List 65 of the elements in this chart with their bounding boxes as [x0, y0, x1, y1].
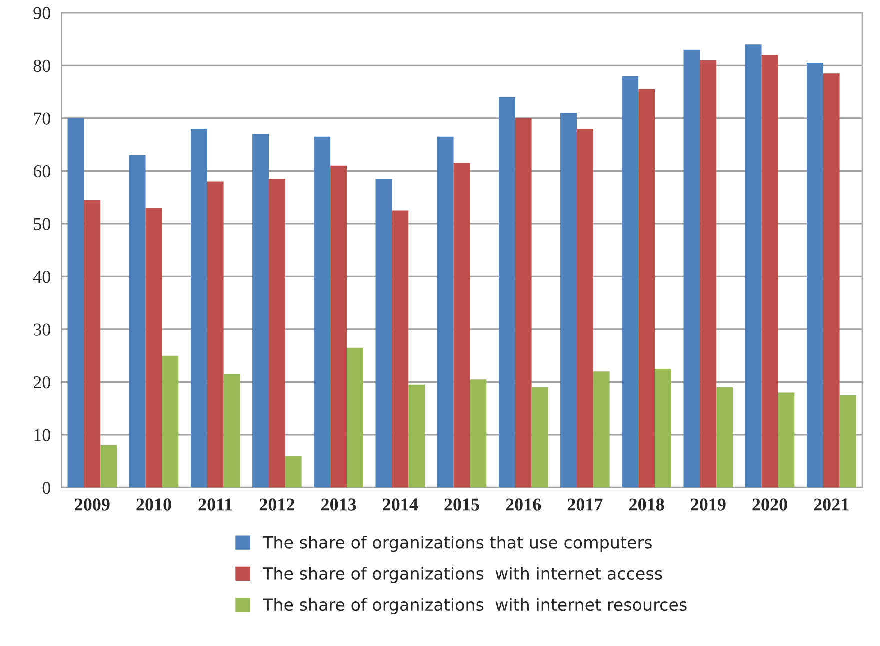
y-tick-label: 70 [34, 112, 50, 125]
x-tick-label: 2010 [136, 498, 172, 511]
legend-label: The share of organizations with internet resources [262, 598, 687, 614]
y-tick-label: 60 [34, 165, 50, 178]
x-tick-label: 2019 [691, 498, 726, 511]
x-tick-label: 2021 [814, 498, 849, 511]
x-tick-label: 2011 [198, 498, 232, 511]
bar [593, 372, 610, 488]
bar [840, 395, 856, 488]
bar [778, 392, 795, 488]
y-tick-label: 80 [34, 60, 50, 72]
bar [498, 97, 516, 488]
bar [806, 63, 824, 488]
legend-label: The share of organizations that use computers [262, 536, 652, 552]
bar [470, 380, 487, 488]
bar [285, 456, 302, 488]
bar [638, 89, 656, 488]
bar [207, 182, 224, 488]
bar [560, 113, 577, 488]
y-tick-label: 50 [34, 218, 50, 230]
y-tick-label: 0 [42, 482, 50, 494]
bar [84, 200, 101, 488]
bar [700, 60, 717, 488]
bar [68, 118, 84, 488]
bar [437, 136, 454, 488]
bar [454, 163, 470, 488]
y-tick-label: 20 [34, 376, 50, 389]
bar [576, 128, 594, 488]
x-tick-label: 2013 [322, 498, 356, 511]
y-tick-label: 30 [34, 324, 50, 336]
bar [392, 210, 409, 488]
bar [515, 118, 532, 488]
bar [129, 155, 146, 488]
bar [684, 50, 700, 488]
x-tick-label: 2016 [506, 498, 542, 511]
legend-label: The share of organizations with internet access [262, 567, 662, 584]
bar [655, 369, 672, 488]
y-tick-label: 10 [34, 429, 50, 442]
y-tick-label: 90 [34, 7, 50, 20]
bar [100, 446, 118, 488]
bar [745, 44, 762, 488]
bar [532, 387, 548, 488]
bar [376, 179, 392, 488]
x-tick-label: 2017 [568, 498, 603, 511]
bar [823, 74, 840, 488]
bar [190, 128, 208, 488]
bar [224, 374, 240, 488]
bar [146, 208, 162, 488]
x-tick-label: 2009 [75, 498, 110, 511]
x-tick-label: 2015 [444, 498, 480, 511]
bar [330, 166, 348, 488]
bar [268, 179, 286, 488]
bar [408, 384, 426, 488]
bar [314, 136, 331, 488]
x-tick-label: 2014 [383, 498, 418, 511]
bar [252, 134, 269, 488]
bar [162, 356, 179, 488]
bar [622, 76, 639, 488]
bar [716, 387, 734, 488]
x-tick-label: 2012 [260, 498, 294, 511]
x-tick-label: 2018 [630, 498, 664, 511]
bar [347, 348, 364, 488]
y-tick-label: 40 [33, 270, 50, 284]
x-tick-label: 2020 [752, 498, 788, 511]
bar [762, 55, 778, 488]
